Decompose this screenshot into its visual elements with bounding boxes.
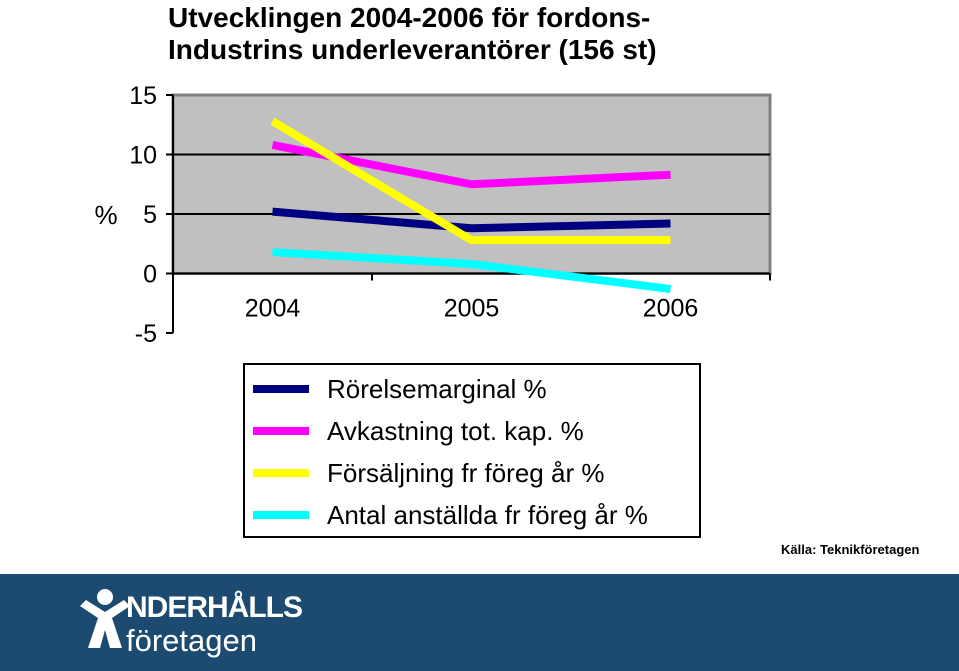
legend-item-antal-anstallda: Antal anställda fr föreg år % — [253, 497, 693, 541]
x-tick-label: 2006 — [643, 295, 699, 323]
y-tick-labels: 15 10 5 0 -5 — [129, 82, 173, 348]
chart-title-line-2: Industrins underleverantörer (156 st) — [168, 34, 657, 65]
footer-banner: NDERHÅLLS företagen — [0, 574, 959, 671]
x-tick-labels: 2004 2005 2006 — [245, 273, 771, 323]
series-line-3 — [270, 117, 671, 245]
legend-swatch — [253, 511, 309, 519]
chart-title-line-1: Utvecklingen 2004-2006 för fordons- — [168, 2, 651, 33]
series-lines — [270, 117, 671, 293]
y-tick-label: 15 — [129, 82, 157, 110]
company-logo: NDERHÅLLS företagen — [126, 591, 303, 658]
person-logo-icon — [80, 589, 130, 648]
line-chart: 15 10 5 0 -5 2004 2005 2006 % — [94, 82, 772, 348]
x-tick-label: 2004 — [245, 295, 301, 323]
y-tick-label: -5 — [135, 320, 157, 348]
source-note: Källa: Teknikföretagen — [781, 542, 920, 557]
series-line-4 — [272, 248, 671, 293]
legend-swatch — [253, 385, 309, 393]
chart-title: Utvecklingen 2004-2006 för fordons- Indu… — [168, 2, 657, 66]
legend-label: Försäljning fr föreg år % — [327, 458, 605, 488]
legend-swatch — [253, 469, 309, 477]
y-tick-label: 0 — [143, 261, 157, 289]
series-line-1 — [272, 207, 671, 233]
y-tick-label: 5 — [143, 201, 157, 229]
legend-swatch — [253, 427, 309, 435]
legend-item-avkastning: Avkastning tot. kap. % — [253, 413, 693, 457]
legend-label: Rörelsemarginal % — [327, 374, 547, 404]
legend-item-forsaljning: Försäljning fr föreg år % — [253, 455, 693, 499]
legend-item-rorelsemarginal: Rörelsemarginal % — [253, 371, 693, 415]
logo-text-line-1: NDERHÅLLS — [126, 591, 303, 624]
legend-label: Antal anställda fr föreg år % — [327, 500, 648, 530]
chart-legend: Rörelsemarginal % Avkastning tot. kap. %… — [243, 363, 701, 538]
logo-text-line-2: företagen — [126, 623, 257, 658]
y-axis-label: % — [94, 200, 117, 230]
x-tick-label: 2005 — [444, 295, 500, 323]
legend-label: Avkastning tot. kap. % — [327, 416, 584, 446]
y-tick-label: 10 — [129, 142, 157, 170]
